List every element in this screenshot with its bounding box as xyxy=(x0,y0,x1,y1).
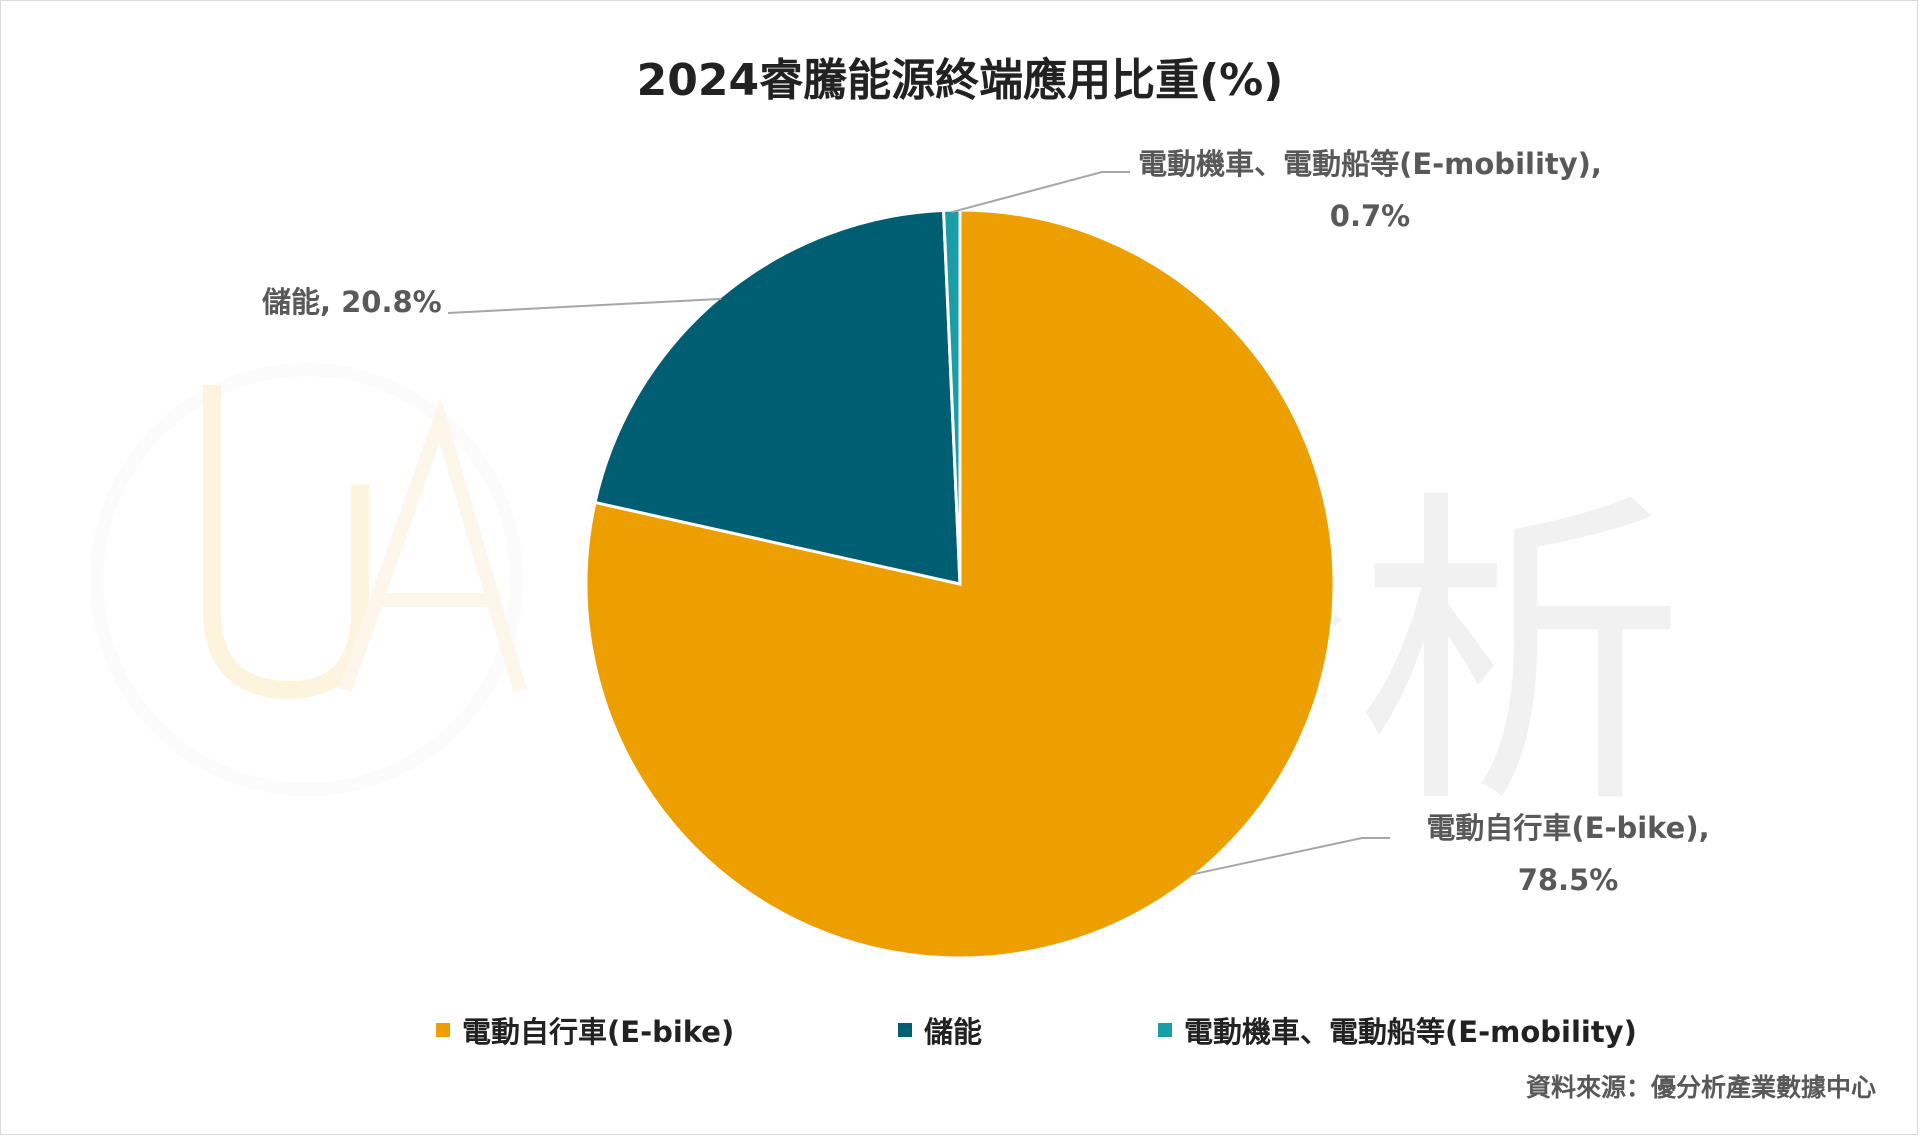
data-label-ebike-value: 78.5% xyxy=(1517,863,1619,897)
leader-lines xyxy=(447,171,1390,876)
data-label-emobility-name: 電動機車、電動船等(E-mobility), xyxy=(1138,147,1602,181)
leader-line-ebike xyxy=(1192,837,1390,876)
data-label-ebike: 電動自行車(E-bike), 78.5% xyxy=(1398,802,1738,906)
data-label-storage: 儲能, 20.8% xyxy=(262,276,450,328)
chart-title: 2024睿騰能源終端應用比重(%) xyxy=(636,55,1284,106)
pie-slice-ebike xyxy=(584,208,1336,960)
data-label-ebike-name: 電動自行車(E-bike), xyxy=(1426,811,1710,845)
legend-item-ebike: 電動自行車(E-bike) xyxy=(436,1008,734,1052)
legend-swatch-ebike xyxy=(436,1023,450,1037)
leader-line-emobility xyxy=(951,171,1130,214)
legend-item-emobility: 電動機車、電動船等(E-mobility) xyxy=(1158,1008,1637,1052)
pie-slice-storage xyxy=(593,208,962,586)
legend-swatch-emobility xyxy=(1158,1023,1172,1037)
pie-slices xyxy=(584,208,1336,960)
legend-label-emobility: 電動機車、電動船等(E-mobility) xyxy=(1184,1015,1637,1049)
source-note: 資料來源：優分析產業數據中心 xyxy=(1525,1073,1876,1102)
leader-line-storage xyxy=(447,297,722,314)
data-label-emobility-value: 0.7% xyxy=(1329,199,1411,233)
legend-item-storage: 儲能 xyxy=(898,1008,982,1052)
watermark-logo-u xyxy=(203,385,369,700)
watermark-logo-ring xyxy=(89,362,524,797)
data-label-storage-text: 儲能, 20.8% xyxy=(262,285,442,319)
legend-swatch-storage xyxy=(898,1023,912,1037)
watermark-logo-a xyxy=(338,397,527,693)
legend-label-storage: 儲能 xyxy=(924,1015,983,1049)
data-label-emobility: 電動機車、電動船等(E-mobility), 0.7% xyxy=(1130,138,1610,242)
legend-label-ebike: 電動自行車(E-bike) xyxy=(462,1015,735,1049)
